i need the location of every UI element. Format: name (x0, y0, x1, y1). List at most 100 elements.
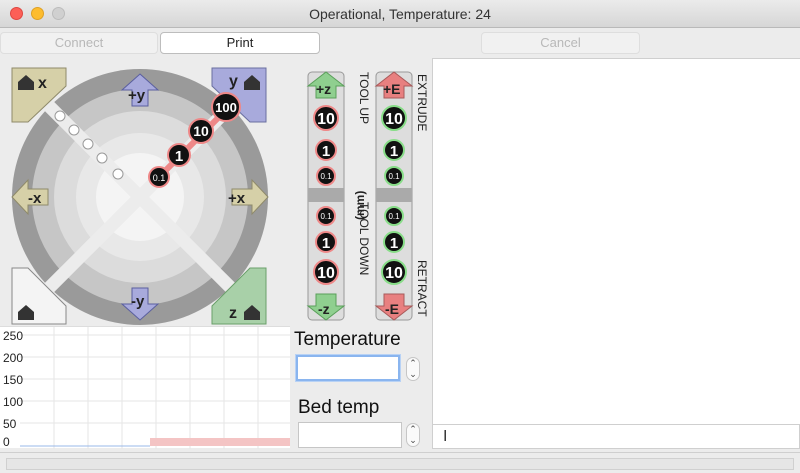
jog-plus-x-label: +x (228, 190, 246, 207)
z-divider (308, 188, 344, 202)
home-z-button[interactable]: z (211, 267, 267, 325)
bed-temp-input[interactable] (298, 422, 402, 448)
step-label: 0.1 (153, 173, 166, 183)
extrude-1-button[interactable]: 1 (383, 139, 405, 161)
progress-track (6, 458, 794, 470)
jog-plus-z-button[interactable]: +z (306, 71, 346, 99)
temperature-label: Temperature (294, 329, 401, 350)
step-label: 10 (317, 265, 335, 282)
step-100-button[interactable]: 100 (211, 92, 241, 122)
home-icon (18, 305, 34, 320)
z-up-0-1-button[interactable]: 0.1 (316, 166, 336, 186)
step-label: 10 (385, 265, 403, 282)
step-1-button[interactable]: 1 (167, 143, 191, 167)
jog-plus-x-button[interactable]: +x (228, 178, 269, 216)
unit-label: (mm) (353, 191, 367, 220)
temperature-input[interactable] (296, 355, 400, 381)
status-bar (0, 452, 800, 473)
console-log[interactable] (432, 58, 800, 424)
minus-e-label: -E (385, 301, 399, 317)
command-input[interactable]: I (432, 424, 800, 449)
extrude-label: EXTRUDE (415, 74, 429, 131)
retract-10-button[interactable]: 10 (381, 259, 407, 285)
z-down-10-button[interactable]: 10 (313, 259, 339, 285)
step-label: 0.1 (388, 172, 400, 181)
text-cursor-icon: I (443, 428, 448, 445)
window-title: Operational, Temperature: 24 (309, 6, 491, 22)
graph-y-tick: 50 (3, 417, 17, 431)
step-label: 100 (215, 100, 237, 115)
home-y-button[interactable]: y (211, 67, 267, 123)
close-window-button[interactable] (10, 7, 23, 20)
step-label: 10 (193, 123, 209, 139)
z-up-10-button[interactable]: 10 (313, 105, 339, 131)
jog-minus-z-label: -z (318, 301, 330, 317)
connect-button[interactable]: Connect (0, 32, 158, 54)
z-and-extruder-panel: +z -z 10 1 0.1 0.1 1 10 T (306, 71, 429, 321)
bed-temp-stepper[interactable]: ⌃ ⌄ (406, 423, 420, 447)
cancel-button[interactable]: Cancel (481, 32, 640, 54)
jog-minus-y-label: -y (131, 293, 145, 310)
home-icon (18, 75, 34, 90)
home-y-label: y (229, 73, 238, 90)
extrude-0-1-button[interactable]: 0.1 (384, 166, 404, 186)
step-label: 0.1 (320, 212, 332, 221)
graph-y-tick: 100 (3, 395, 24, 409)
retract-label: RETRACT (415, 260, 429, 317)
retract-0-1-button[interactable]: 0.1 (384, 206, 404, 226)
home-icon (244, 305, 260, 320)
home-z-label: z (229, 305, 237, 322)
jog-plus-y-button[interactable]: +y (120, 73, 160, 107)
title-bar: Operational, Temperature: 24 (0, 0, 800, 28)
plus-e-label: +E (383, 81, 401, 97)
minimize-window-button[interactable] (31, 7, 44, 20)
jog-plus-y-label: +y (128, 87, 146, 104)
step-dot (68, 124, 80, 136)
jog-minus-x-button[interactable]: -x (11, 178, 49, 216)
jog-minus-y-button[interactable]: -y (120, 287, 160, 321)
tool-up-label: TOOL UP (357, 72, 371, 124)
home-icon (244, 75, 260, 90)
retract-minus-e-button[interactable]: -E (374, 293, 414, 321)
print-button[interactable]: Print (160, 32, 320, 54)
step-label: 1 (390, 235, 398, 252)
step-0-1-button[interactable]: 0.1 (148, 166, 170, 188)
extrude-10-button[interactable]: 10 (381, 105, 407, 131)
step-label: 1 (175, 148, 183, 165)
home-all-button[interactable] (11, 267, 67, 325)
step-indicator-line (157, 105, 231, 179)
temperature-stepper[interactable]: ⌃ ⌄ (406, 357, 420, 381)
graph-y-tick: 200 (3, 351, 24, 365)
step-label: 0.1 (320, 172, 332, 181)
graph-grid (20, 327, 290, 449)
graph-y-tick: 250 (3, 329, 24, 343)
graph-y-tick: 0 (3, 435, 10, 449)
extrude-plus-e-button[interactable]: +E (374, 71, 414, 99)
step-label: 1 (390, 143, 398, 160)
xy-jog-control: x y z +y -y -x +x (11, 67, 269, 325)
step-dot (54, 110, 66, 122)
z-down-0-1-button[interactable]: 0.1 (316, 206, 336, 226)
bed-temp-label: Bed temp (298, 397, 380, 418)
step-dot (112, 168, 124, 180)
jog-plus-z-label: +z (316, 81, 331, 97)
home-x-button[interactable]: x (11, 67, 67, 123)
extruder-divider (376, 188, 412, 202)
graph-y-tick: 150 (3, 373, 24, 387)
step-10-button[interactable]: 10 (188, 118, 214, 144)
step-label: 0.1 (388, 212, 400, 221)
bed-temp-band (150, 438, 290, 446)
step-label: 10 (385, 111, 403, 128)
z-up-1-button[interactable]: 1 (315, 139, 337, 161)
jog-minus-x-label: -x (28, 190, 42, 207)
step-dot (82, 138, 94, 150)
zoom-window-button[interactable] (52, 7, 65, 20)
step-label: 10 (317, 111, 335, 128)
z-down-1-button[interactable]: 1 (315, 231, 337, 253)
retract-1-button[interactable]: 1 (383, 231, 405, 253)
tool-down-label: TOOL DOWN (357, 202, 371, 275)
step-dot (96, 152, 108, 164)
jog-minus-z-button[interactable]: -z (306, 293, 346, 321)
step-label: 1 (322, 143, 330, 160)
